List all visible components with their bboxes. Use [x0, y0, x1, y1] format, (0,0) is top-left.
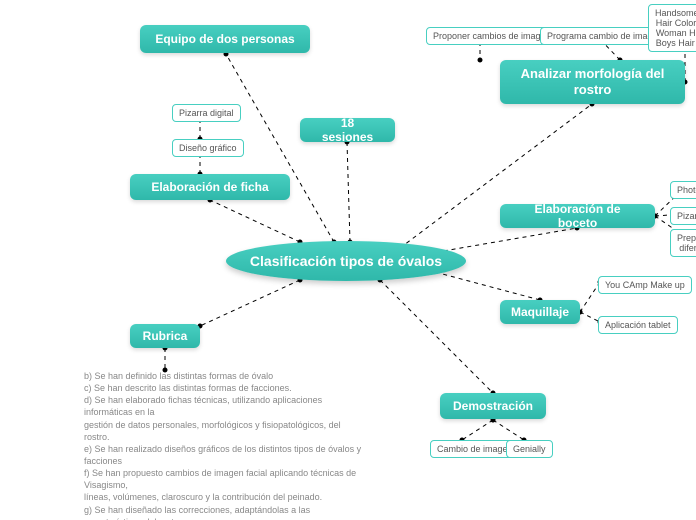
center-node: Clasificación tipos de óvalos — [226, 241, 466, 281]
sub-youcamp: You CAmp Make up — [598, 276, 692, 294]
node-sesiones-label: 18 sesiones — [314, 116, 381, 145]
node-boceto: Elaboración de boceto — [500, 204, 655, 228]
rubrica-textblock: b) Se han definido las distintas formas … — [84, 370, 364, 520]
sub-handsome-list: Handsome: M Hair Color Ch Woman Hairs Bo… — [648, 4, 696, 52]
sub-pizarra: Pizarra — [670, 207, 696, 225]
sub-aplicacion-tablet: Aplicación tablet — [598, 316, 678, 334]
node-demostracion-label: Demostración — [453, 399, 533, 413]
node-ficha-label: Elaboración de ficha — [151, 180, 268, 194]
node-demostracion: Demostración — [440, 393, 546, 419]
sub-label: Pizarra digital — [179, 108, 234, 118]
sub-pizarra-digital: Pizarra digital — [172, 104, 241, 122]
node-ficha: Elaboración de ficha — [130, 174, 290, 200]
node-rubrica: Rubrica — [130, 324, 200, 348]
sub-label: Prepara diferen — [677, 233, 696, 253]
sub-label: Aplicación tablet — [605, 320, 671, 330]
sub-label: Diseño gráfico — [179, 143, 237, 153]
sub-label: Handsome: M Hair Color Ch Woman Hairs Bo… — [655, 8, 696, 48]
node-equipo: Equipo de dos personas — [140, 25, 310, 53]
sub-label: Pizarra — [677, 211, 696, 221]
sub-label: Genially — [513, 444, 546, 454]
sub-label: Photos — [677, 185, 696, 195]
node-sesiones: 18 sesiones — [300, 118, 395, 142]
node-rubrica-label: Rubrica — [143, 329, 188, 343]
sub-proponer-cambios: Proponer cambios de imagen — [426, 27, 558, 45]
sub-label: Cambio de imagen — [437, 444, 513, 454]
center-label: Clasificación tipos de óvalos — [250, 253, 442, 269]
sub-genially: Genially — [506, 440, 553, 458]
node-maquillaje: Maquillaje — [500, 300, 580, 324]
sub-label: You CAmp Make up — [605, 280, 685, 290]
node-boceto-label: Elaboración de boceto — [514, 202, 641, 231]
sub-preparar: Prepara diferen — [670, 229, 696, 257]
node-maquillaje-label: Maquillaje — [511, 305, 569, 319]
sub-label: Proponer cambios de imagen — [433, 31, 551, 41]
node-analizar-label: Analizar morfología del rostro — [514, 66, 671, 97]
sub-diseno-grafico: Diseño gráfico — [172, 139, 244, 157]
sub-photos: Photos — [670, 181, 696, 199]
node-equipo-label: Equipo de dos personas — [155, 32, 294, 46]
node-analizar: Analizar morfología del rostro — [500, 60, 685, 104]
sub-label: Programa cambio de imagen — [547, 31, 663, 41]
